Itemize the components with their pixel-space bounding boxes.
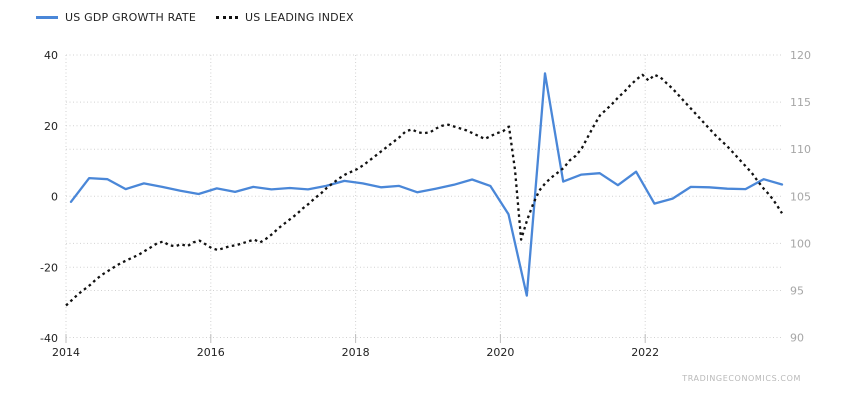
legend-item-gdp-growth[interactable]: US GDP GROWTH RATE: [36, 11, 196, 24]
legend-label-gdp-growth: US GDP GROWTH RATE: [65, 11, 196, 24]
leading-index-swatch: [215, 16, 238, 19]
y-axis-right-tick-label: 95: [790, 284, 804, 297]
legend-item-leading-index[interactable]: US LEADING INDEX: [215, 11, 354, 24]
x-axis-tick-label: 2018: [342, 346, 370, 359]
y-axis-right-tick-label: 115: [790, 96, 811, 109]
watermark: TRADINGECONOMICS.COM: [682, 374, 801, 383]
y-axis-left-tick-label: -20: [40, 261, 58, 274]
y-axis-right-tick-label: 100: [790, 237, 811, 250]
y-axis-right-tick-label: 90: [790, 332, 804, 345]
y-axis-left-tick-label: -40: [40, 332, 58, 345]
y-axis-right-tick-label: 110: [790, 143, 811, 156]
gdp-growth-line[interactable]: [69, 72, 784, 297]
y-axis-right-tick-label: 105: [790, 190, 811, 203]
x-axis-tick-label: 2020: [486, 346, 514, 359]
y-axis-left-tick-label: 40: [44, 49, 58, 62]
x-axis-tick-label: 2014: [52, 346, 80, 359]
gdp-line-swatch: [36, 16, 58, 19]
chart-legend: US GDP GROWTH RATE US LEADING INDEX: [36, 11, 354, 24]
y-axis-right-tick-label: 120: [790, 49, 811, 62]
y-axis-left-tick-label: 20: [44, 120, 58, 133]
legend-label-leading-index: US LEADING INDEX: [244, 11, 354, 24]
x-axis-tick-label: 2022: [631, 346, 659, 359]
y-axis-left-tick-label: 0: [51, 191, 58, 204]
x-axis-tick-label: 2016: [197, 346, 225, 359]
